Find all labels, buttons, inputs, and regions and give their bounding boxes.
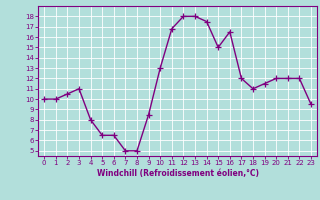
X-axis label: Windchill (Refroidissement éolien,°C): Windchill (Refroidissement éolien,°C) bbox=[97, 169, 259, 178]
